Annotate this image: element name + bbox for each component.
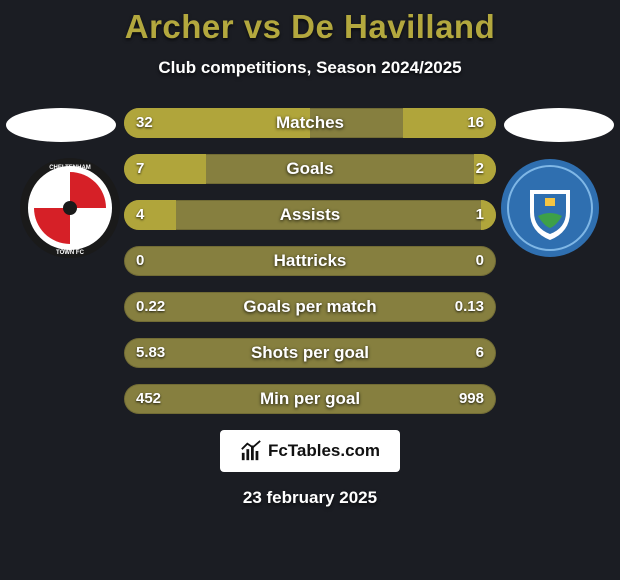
- svg-text:CHELTENHAM: CHELTENHAM: [49, 165, 91, 171]
- stat-value-right: 1: [464, 200, 496, 230]
- stat-label: Min per goal: [124, 384, 496, 414]
- page-title: Archer vs De Havilland: [0, 0, 620, 46]
- comparison-content: CHELTENHAM TOWN FC 3216Matches72Goals41A…: [0, 108, 620, 414]
- player-oval-right: [504, 108, 614, 142]
- svg-text:TOWN FC: TOWN FC: [56, 250, 85, 256]
- peterborough-badge-icon: [500, 158, 600, 258]
- stat-value-left: 0: [124, 246, 156, 276]
- stat-row: 3216Matches: [124, 108, 496, 138]
- stat-row: 4 1Assists: [124, 200, 496, 230]
- footer-date: 23 february 2025: [0, 488, 620, 508]
- page-subtitle: Club competitions, Season 2024/2025: [0, 58, 620, 78]
- stat-row: 0.22 0.13Goals per match: [124, 292, 496, 322]
- stat-value-left: 5.83: [124, 338, 177, 368]
- brand-text: FcTables.com: [268, 441, 380, 461]
- stat-value-left: 7: [124, 154, 156, 184]
- stat-value-right: 998: [447, 384, 496, 414]
- chart-icon: [240, 440, 262, 462]
- club-badge-right: [500, 158, 600, 258]
- stat-value-left: 4: [124, 200, 156, 230]
- stat-value-left: 32: [124, 108, 165, 138]
- stat-label: Goals per match: [124, 292, 496, 322]
- stat-value-right: 2: [464, 154, 496, 184]
- cheltenham-badge-icon: CHELTENHAM TOWN FC: [20, 158, 120, 258]
- stat-value-left: 452: [124, 384, 173, 414]
- stat-label: Hattricks: [124, 246, 496, 276]
- stat-value-right: 0.13: [443, 292, 496, 322]
- stat-label: Shots per goal: [124, 338, 496, 368]
- stat-value-right: 6: [464, 338, 496, 368]
- stat-label: Assists: [124, 200, 496, 230]
- stat-value-right: 0: [464, 246, 496, 276]
- brand-badge: FcTables.com: [220, 430, 400, 472]
- stat-row: 0 0Hattricks: [124, 246, 496, 276]
- stat-row: 452 998Min per goal: [124, 384, 496, 414]
- stat-value-left: 0.22: [124, 292, 177, 322]
- stat-rows: 3216Matches72Goals41Assists00Hattricks0.…: [124, 108, 496, 414]
- stat-row: 72Goals: [124, 154, 496, 184]
- club-badge-left: CHELTENHAM TOWN FC: [20, 158, 120, 258]
- stat-value-right: 16: [455, 108, 496, 138]
- player-oval-left: [6, 108, 116, 142]
- stat-row: 5.83 6Shots per goal: [124, 338, 496, 368]
